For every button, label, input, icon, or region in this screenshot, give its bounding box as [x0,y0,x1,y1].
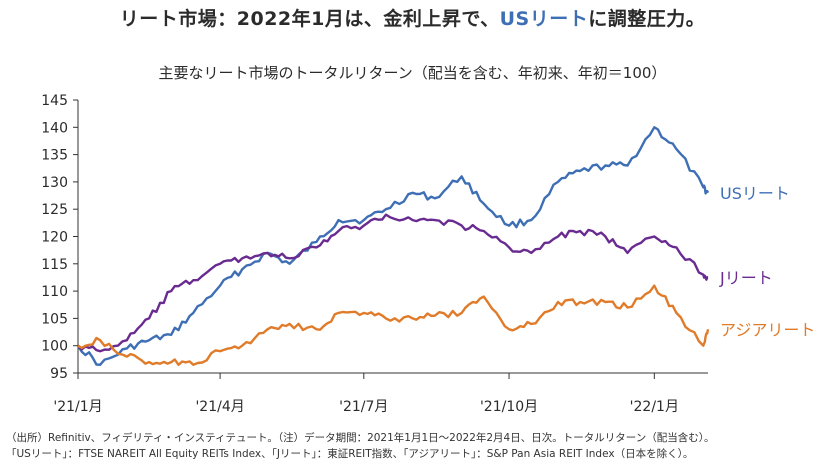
headline-accent: USリート [499,8,589,30]
headline-suffix: に調整圧力。 [588,8,706,30]
series-label: Jリート [719,268,773,287]
y-tick-label: 125 [41,202,68,218]
y-tick-label: 105 [41,311,68,327]
x-tick-label: '22/1月 [630,399,679,415]
footnote-source: （出所）Refinitiv、フィデリティ・インスティテュート。（注）データ期間：… [6,432,715,444]
footnote-definitions: 「USリート」：FTSE NAREIT All Equity REITs Ind… [6,448,694,460]
chart-title: 主要なリート市場のトータルリターン（配当を含む、年初来、年初＝100） [158,64,667,82]
y-tick-label: 140 [41,120,68,136]
y-tick-label: 120 [41,230,68,246]
series-line-0 [76,126,710,366]
headline: リート市場：2022年1月は、金利上昇で、USリートに調整圧力。 [0,4,825,31]
y-tick-label: 130 [41,175,68,191]
y-tick-label: 95 [50,366,68,382]
x-tick-label: '21/10月 [480,399,538,415]
y-tick-label: 135 [41,148,68,164]
x-tick-label: '21/1月 [53,399,102,415]
headline-prefix: リート市場：2022年1月は、金利上昇で、 [119,8,500,30]
series-line-2 [77,284,710,366]
x-tick-label: '21/4月 [195,399,244,415]
y-tick-label: 100 [41,339,68,355]
y-tick-label: 145 [41,93,68,109]
y-tick-label: 110 [41,284,68,300]
series-label: USリート [720,184,790,203]
x-tick-label: '21/7月 [339,399,388,415]
series-label: アジアリート [720,320,815,339]
y-tick-label: 115 [41,257,68,273]
series-line-1 [77,213,709,353]
